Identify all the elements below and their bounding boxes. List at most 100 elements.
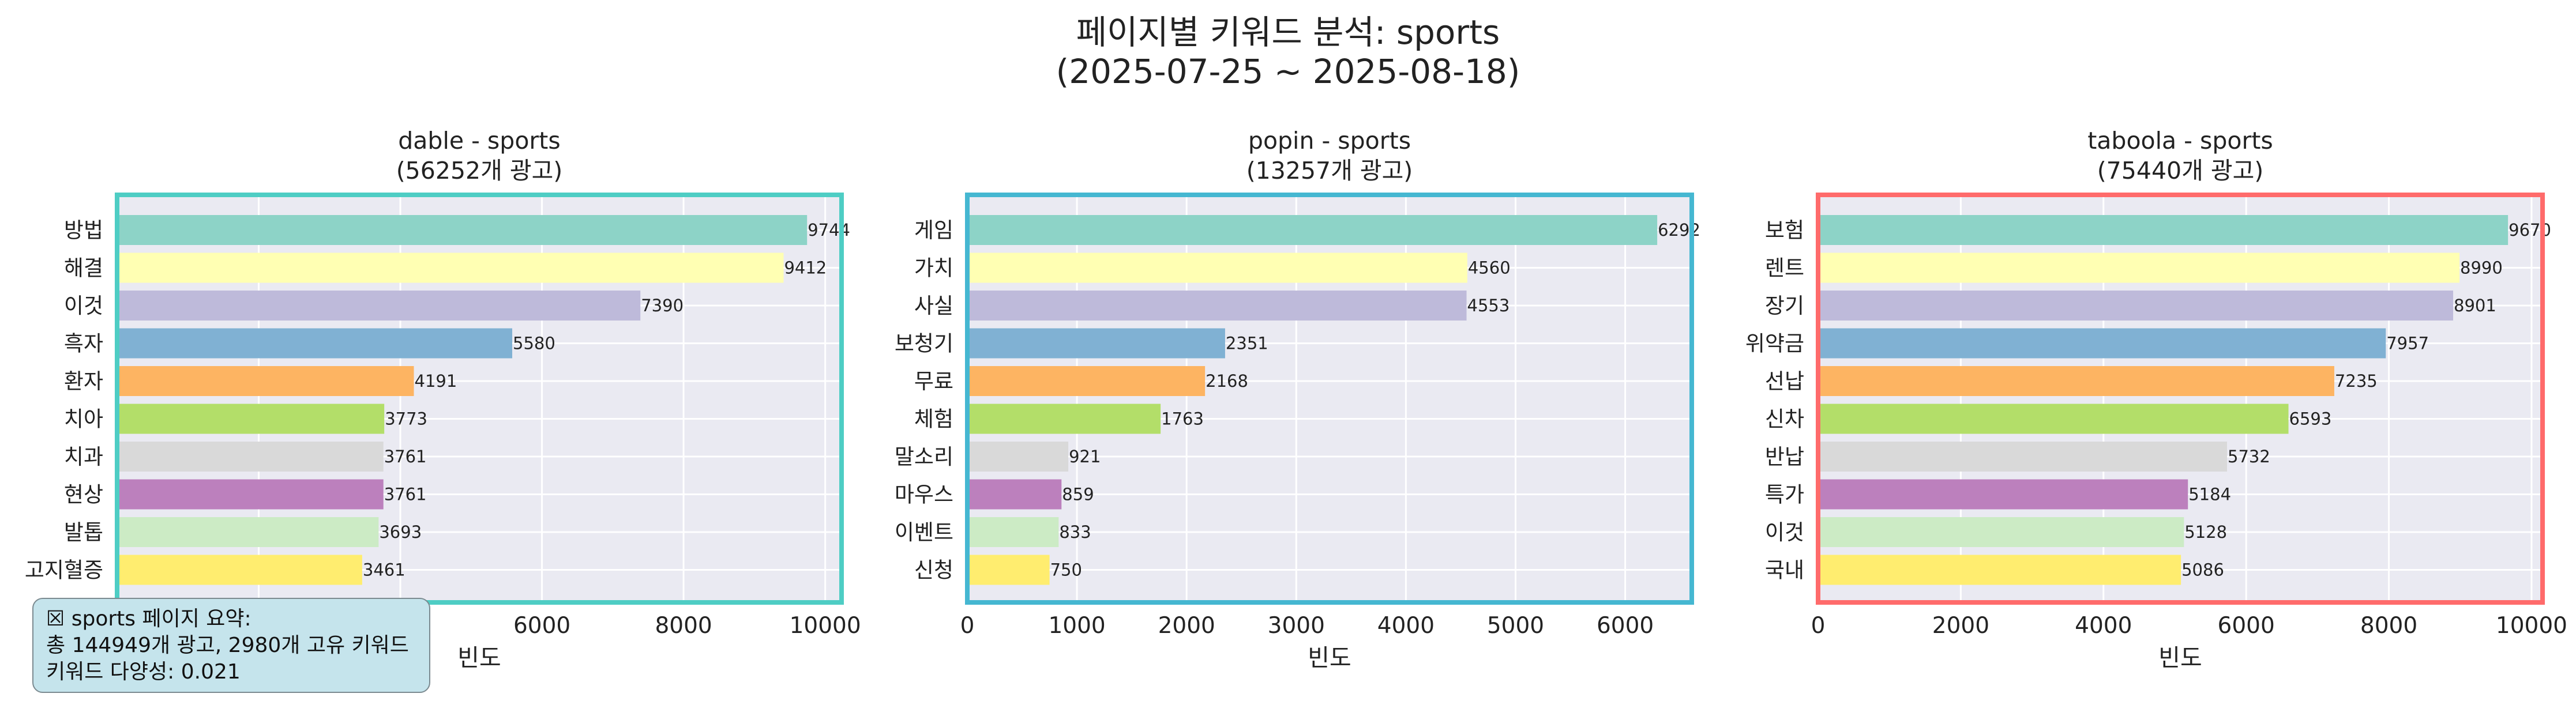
summary-line-1: ☒ sports 페이지 요약: xyxy=(46,606,416,632)
category-label: 위약금 xyxy=(1745,331,1804,356)
bar xyxy=(1818,366,2334,396)
x-tick-label: 6000 xyxy=(2218,613,2275,639)
bar xyxy=(117,442,384,472)
bar xyxy=(117,517,378,547)
x-tick-label: 0 xyxy=(1811,613,1826,639)
summary-line-2: 총 144949개 광고, 2980개 고유 키워드 xyxy=(46,632,416,659)
value-label: 5184 xyxy=(2188,485,2231,504)
value-label: 7235 xyxy=(2335,371,2378,391)
category-label: 보험 xyxy=(1765,218,1804,243)
bar xyxy=(117,215,807,245)
category-label: 치아 xyxy=(64,407,103,432)
bar xyxy=(117,291,640,321)
bar xyxy=(967,480,1061,510)
category-label: 마우스 xyxy=(895,483,953,507)
x-axis-label: 빈도 xyxy=(2158,644,2202,672)
value-label: 921 xyxy=(1069,447,1101,466)
bar xyxy=(1818,517,2184,547)
category-label: 반납 xyxy=(1765,444,1804,469)
category-label: 국내 xyxy=(1765,558,1804,583)
bar xyxy=(967,442,1068,472)
category-label: 치과 xyxy=(64,444,103,469)
value-label: 5086 xyxy=(2181,560,2224,580)
category-label: 현상 xyxy=(64,483,103,507)
bar xyxy=(967,517,1058,547)
category-label: 발톱 xyxy=(64,520,103,545)
panel-title: taboola - sports xyxy=(2087,127,2273,154)
category-label: 장기 xyxy=(1765,293,1804,318)
x-axis-label: 빈도 xyxy=(457,644,501,672)
bar xyxy=(117,329,512,359)
value-label: 2351 xyxy=(1226,334,1268,353)
value-label: 7957 xyxy=(2386,334,2429,353)
bar xyxy=(1818,291,2453,321)
category-label: 이것 xyxy=(64,293,103,318)
x-tick-label: 5000 xyxy=(1487,613,1544,639)
x-axis-label: 빈도 xyxy=(1308,644,1351,672)
bar xyxy=(117,253,783,283)
x-tick-label: 2000 xyxy=(1158,613,1215,639)
panel-subtitle: (75440개 광고) xyxy=(2097,157,2264,184)
category-label: 이것 xyxy=(1765,520,1804,545)
category-label: 렌트 xyxy=(1765,256,1804,281)
x-tick-label: 1000 xyxy=(1048,613,1105,639)
value-label: 9412 xyxy=(784,258,827,278)
bar xyxy=(117,555,362,585)
bar xyxy=(967,253,1467,283)
x-tick-label: 8000 xyxy=(655,613,712,639)
value-label: 859 xyxy=(1062,485,1094,504)
value-label: 833 xyxy=(1059,522,1091,542)
bar xyxy=(967,291,1467,321)
value-label: 3461 xyxy=(363,560,405,580)
bar xyxy=(1818,329,2386,359)
category-label: 게임 xyxy=(914,218,953,243)
value-label: 7390 xyxy=(641,296,684,315)
value-label: 2168 xyxy=(1206,371,1248,391)
bar xyxy=(1818,480,2188,510)
category-label: 해결 xyxy=(64,256,103,281)
x-tick-label: 6000 xyxy=(513,613,570,639)
category-label: 환자 xyxy=(64,369,103,394)
value-label: 750 xyxy=(1050,560,1082,580)
bar xyxy=(117,404,384,434)
value-label: 5128 xyxy=(2184,522,2227,542)
value-label: 3761 xyxy=(384,485,427,504)
x-tick-label: 6000 xyxy=(1597,613,1654,639)
category-label: 방법 xyxy=(64,218,103,243)
summary-line-3: 키워드 다양성: 0.021 xyxy=(46,659,416,685)
value-label: 5732 xyxy=(2228,447,2270,466)
value-label: 1763 xyxy=(1161,409,1204,429)
bar xyxy=(967,555,1050,585)
category-label: 흑자 xyxy=(64,331,103,356)
panel-subtitle: (56252개 광고) xyxy=(396,157,563,184)
bar xyxy=(117,366,414,396)
category-label: 고지혈증 xyxy=(25,558,103,583)
x-tick-label: 0 xyxy=(960,613,975,639)
bar xyxy=(967,404,1161,434)
value-label: 3761 xyxy=(384,447,427,466)
value-label: 8901 xyxy=(2454,296,2496,315)
value-label: 8990 xyxy=(2460,258,2503,278)
bar xyxy=(967,215,1657,245)
category-label: 무료 xyxy=(914,369,953,394)
figure-subtitle: (2025-07-25 ~ 2025-08-18) xyxy=(1056,52,1520,91)
panel-subtitle: (13257개 광고) xyxy=(1246,157,1413,184)
x-tick-label: 10000 xyxy=(2496,613,2567,639)
summary-box: ☒ sports 페이지 요약: 총 144949개 광고, 2980개 고유 … xyxy=(32,598,430,693)
category-label: 말소리 xyxy=(895,444,953,469)
value-label: 4191 xyxy=(415,371,457,391)
x-tick-label: 4000 xyxy=(2075,613,2132,639)
category-label: 사실 xyxy=(914,293,953,318)
figure-title: 페이지별 키워드 분석: sports xyxy=(1076,13,1500,52)
value-label: 4560 xyxy=(1468,258,1511,278)
category-label: 신차 xyxy=(1765,407,1804,432)
bar xyxy=(117,480,384,510)
value-label: 5580 xyxy=(513,334,555,353)
category-label: 선납 xyxy=(1765,369,1804,394)
value-label: 6593 xyxy=(2289,409,2332,429)
bar xyxy=(1818,555,2181,585)
